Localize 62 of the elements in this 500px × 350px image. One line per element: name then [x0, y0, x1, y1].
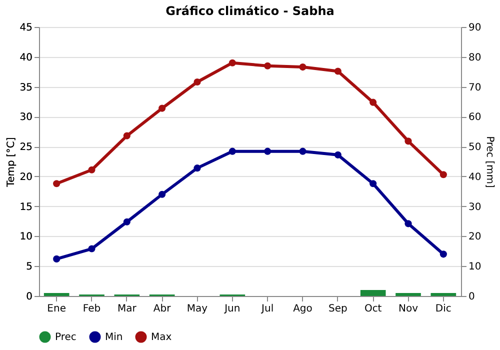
- point: [440, 171, 447, 178]
- x-tick-label: Mar: [117, 304, 138, 314]
- point: [228, 148, 236, 155]
- point: [123, 132, 130, 140]
- y2-tick-label: 20: [468, 232, 482, 243]
- y2-axis-title: Prec [mm]: [484, 136, 496, 188]
- y2-tick-label: 50: [468, 142, 482, 154]
- point: [228, 59, 236, 66]
- x-tick-label: Abr: [153, 304, 172, 314]
- point: [264, 62, 272, 70]
- x-tick-label: Dic: [435, 304, 452, 314]
- point: [334, 151, 342, 158]
- x-tick-label: Jun: [224, 304, 240, 314]
- point: [440, 250, 447, 258]
- x-tick-label: Ene: [47, 304, 66, 314]
- y2-tick-label: 80: [468, 52, 482, 64]
- y2-tick-label: 90: [468, 22, 482, 34]
- x-tick-label: May: [186, 304, 208, 314]
- legend-label: Min: [105, 332, 123, 343]
- point: [123, 218, 130, 226]
- y2-tick-label: 0: [468, 292, 475, 302]
- chart-title: Gráfico climático - Sabha: [166, 4, 334, 18]
- y-tick-label: 25: [20, 142, 32, 154]
- y2-tick-label: 10: [468, 262, 482, 273]
- y-tick-label: 35: [20, 82, 32, 94]
- x-tick-label: Nov: [398, 304, 418, 314]
- y2-tick-label: 40: [468, 172, 482, 183]
- x-tick-label: Oct: [364, 304, 382, 314]
- y-tick-label: 5: [26, 262, 32, 273]
- x-tick-label: Ago: [293, 304, 312, 314]
- x-tick-label: Feb: [82, 304, 101, 314]
- point: [264, 148, 272, 155]
- y-tick-label: 45: [20, 22, 32, 34]
- point: [88, 166, 96, 174]
- y-tick-label: 30: [20, 112, 32, 124]
- y-tick-label: 20: [20, 172, 32, 183]
- x-tick-label: Jul: [260, 304, 274, 314]
- point: [53, 255, 60, 262]
- point: [194, 78, 201, 86]
- x-tick-label: Sep: [328, 304, 348, 314]
- point: [158, 190, 166, 198]
- point: [370, 180, 377, 188]
- point: [370, 98, 377, 106]
- point: [299, 148, 306, 155]
- point: [194, 164, 201, 172]
- y-tick-label: 15: [20, 202, 32, 213]
- legend-label: Max: [151, 332, 172, 343]
- legend-label: Prec: [55, 332, 76, 343]
- point: [299, 64, 306, 71]
- y-tick-label: 0: [26, 292, 32, 302]
- y-axis-title: Temp [°C]: [6, 137, 17, 188]
- y2-tick-label: 70: [468, 82, 482, 94]
- point: [334, 68, 342, 75]
- y-tick-label: 40: [20, 52, 32, 64]
- point: [88, 245, 96, 252]
- point: [158, 104, 166, 112]
- y2-tick-label: 30: [468, 202, 482, 213]
- point: [404, 220, 412, 228]
- point: [404, 138, 412, 145]
- point: [53, 180, 60, 188]
- y2-tick-label: 60: [468, 112, 482, 124]
- y-tick-label: 10: [20, 232, 32, 243]
